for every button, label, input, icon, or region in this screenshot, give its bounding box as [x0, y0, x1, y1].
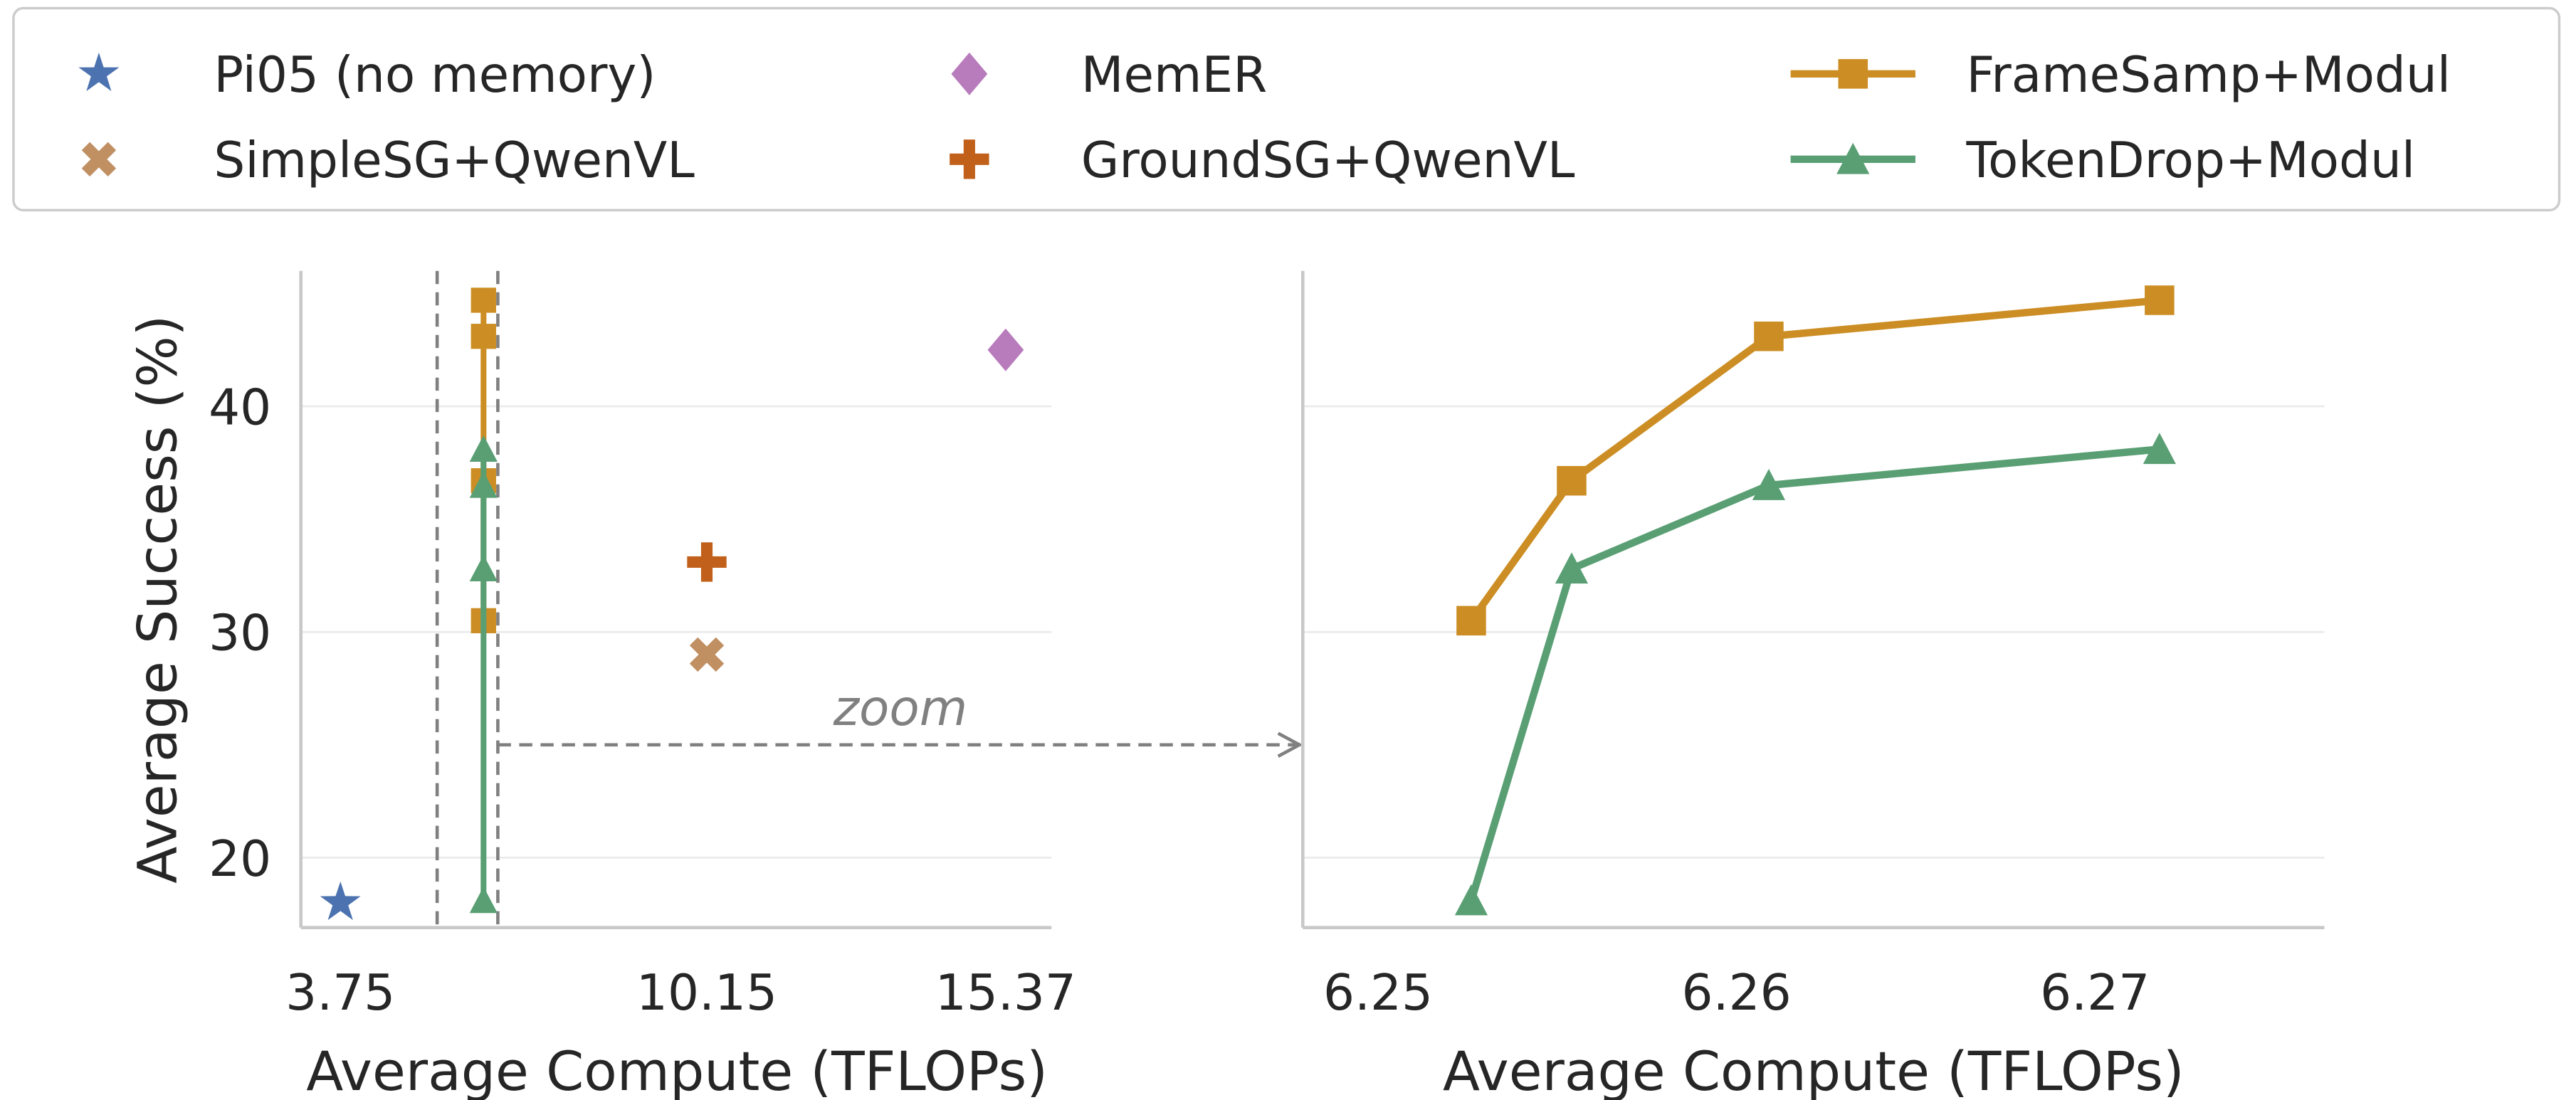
data-point	[1456, 605, 1486, 636]
data-point	[1555, 552, 1589, 584]
x-tick-label: 6.26	[1682, 965, 1792, 1022]
legend-item: FrameSamp+Modul	[1790, 47, 2451, 104]
data-point	[689, 637, 725, 672]
data-point	[320, 881, 361, 921]
left-panel: 20 30 40 3.75 10.15 15.37 zoom	[209, 270, 1303, 1022]
legend-label: MemER	[1081, 47, 1268, 104]
legend-item: Pi05 (no memory)	[78, 47, 656, 104]
data-point	[470, 287, 496, 313]
legend-marker	[81, 142, 117, 176]
data-point	[2143, 433, 2176, 465]
zoom-arrow-head	[1277, 731, 1303, 758]
legend-label: Pi05 (no memory)	[214, 47, 656, 104]
data-point	[470, 324, 496, 349]
data-point	[469, 435, 498, 462]
x-tick-label: 3.75	[285, 965, 395, 1022]
data-point	[987, 328, 1024, 371]
legend: Pi05 (no memory) SimpleSG+QwenVL MemER Grou…	[12, 6, 2561, 212]
right-panel: 6.25 6.26 6.27	[1300, 270, 2325, 1022]
data-point	[1454, 884, 1488, 916]
data-point	[469, 471, 498, 498]
legend-item: SimpleSG+QwenVL	[81, 132, 695, 189]
x-tick-label: 6.25	[1323, 965, 1433, 1022]
y-axis-label: Average Success (%)	[125, 315, 189, 884]
legend-label: FrameSamp+Modul	[1966, 47, 2451, 104]
legend-item: GroundSG+QwenVL	[950, 132, 1575, 189]
x-tick-label: 10.15	[636, 965, 777, 1022]
x-tick-label: 6.27	[2040, 965, 2150, 1022]
right-x-axis-label: Average Compute (TFLOPs)	[1443, 1040, 2185, 1100]
y-tick-label: 30	[209, 605, 271, 662]
legend-label: SimpleSG+QwenVL	[214, 132, 695, 189]
series-line	[1468, 296, 2160, 623]
left-x-axis-label: Average Compute (TFLOPs)	[306, 1040, 1048, 1100]
legend-marker	[1838, 59, 1868, 89]
data-point	[469, 887, 498, 914]
series-line	[1468, 445, 2160, 902]
legend-item: TokenDrop+Modul	[1790, 132, 2415, 189]
data-point	[469, 554, 498, 582]
zoom-label: zoom	[833, 680, 967, 737]
y-tick-label: 40	[209, 379, 271, 436]
legend-marker	[1836, 142, 1870, 174]
legend-label: TokenDrop+Modul	[1965, 132, 2415, 189]
legend-frame	[12, 6, 2561, 212]
legend-marker	[950, 139, 989, 179]
y-tick-label: 20	[209, 831, 271, 888]
x-tick-label: 15.37	[935, 965, 1076, 1022]
data-point	[2145, 285, 2175, 315]
legend-label: GroundSG+QwenVL	[1081, 132, 1575, 189]
legend-marker	[78, 52, 120, 92]
data-point	[687, 542, 727, 582]
data-point	[1754, 321, 1784, 351]
data-point	[1752, 468, 1786, 500]
data-point	[1557, 465, 1587, 496]
